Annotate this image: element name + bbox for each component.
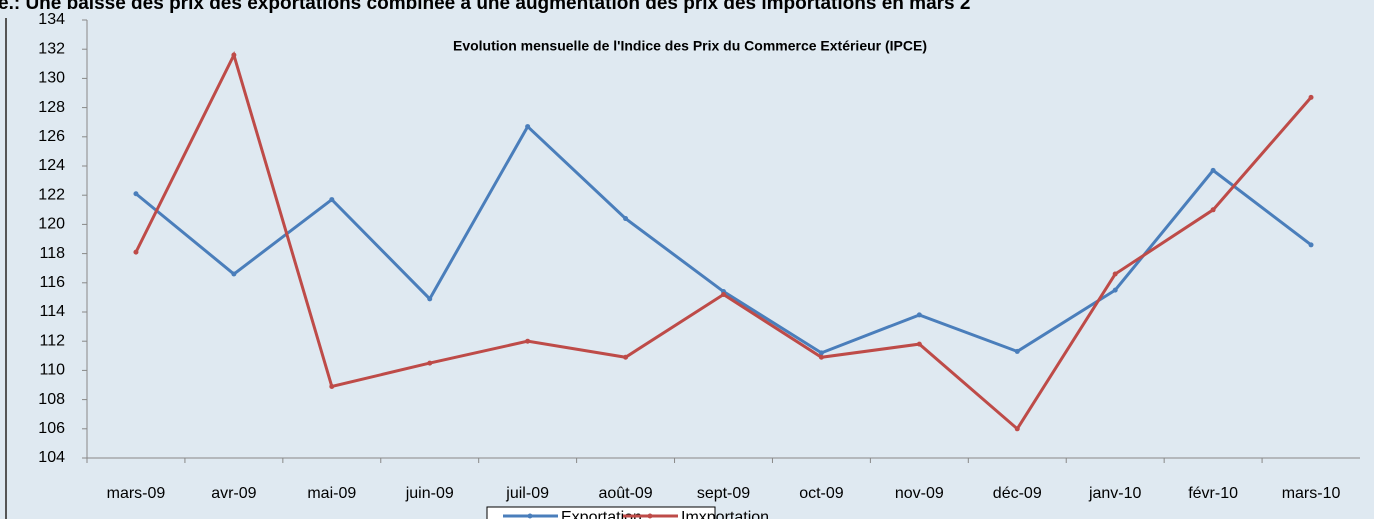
point xyxy=(1308,94,1314,100)
point xyxy=(133,249,139,255)
x-tick-label: juin-09 xyxy=(405,485,454,502)
x-tick-label: déc-09 xyxy=(993,485,1042,502)
y-tick-label: 130 xyxy=(38,70,65,87)
point xyxy=(231,52,237,58)
y-tick-label: 126 xyxy=(38,128,65,145)
point xyxy=(1112,271,1118,277)
point xyxy=(329,197,335,203)
y-tick-label: 116 xyxy=(39,274,65,291)
y-tick-label: 112 xyxy=(39,332,65,349)
y-tick-label: 106 xyxy=(38,420,65,437)
legend-label: Imxportation xyxy=(681,509,769,519)
y-tick-label: 124 xyxy=(38,157,65,174)
x-tick-label: oct-09 xyxy=(799,485,844,502)
point xyxy=(427,360,433,366)
y-tick-label: 108 xyxy=(38,391,65,408)
point xyxy=(1014,426,1020,432)
legend-point xyxy=(647,513,653,519)
point xyxy=(1014,348,1020,354)
chart-title: Evolution mensuelle de l'Indice des Prix… xyxy=(453,38,927,54)
x-tick-label: juil-09 xyxy=(505,485,549,502)
heading: e.: Une baisse des prix des exportations… xyxy=(0,0,970,14)
y-tick-label: 132 xyxy=(38,40,65,57)
x-tick-label: mai-09 xyxy=(307,485,356,502)
x-tick-label: févr-10 xyxy=(1188,485,1238,502)
x-tick-label: nov-09 xyxy=(895,485,944,502)
y-tick-label: 104 xyxy=(38,449,65,466)
x-tick-label: mars-10 xyxy=(1282,485,1341,502)
point xyxy=(525,124,531,130)
point xyxy=(231,271,237,277)
point xyxy=(721,291,726,297)
point xyxy=(623,216,629,222)
point xyxy=(623,354,629,360)
point xyxy=(916,341,922,347)
y-tick-label: 114 xyxy=(39,303,65,320)
x-tick-label: janv-10 xyxy=(1088,485,1142,502)
point xyxy=(1308,242,1314,248)
y-tick-label: 110 xyxy=(39,362,65,379)
legend-point xyxy=(527,513,533,519)
point xyxy=(916,312,922,318)
x-tick-label: mars-09 xyxy=(107,485,166,502)
x-tick-label: août-09 xyxy=(598,485,652,502)
legend-label: Exportation xyxy=(561,509,642,519)
point xyxy=(818,350,824,356)
point xyxy=(329,383,335,389)
y-tick-label: 134 xyxy=(38,11,65,28)
x-tick-label: sept-09 xyxy=(697,485,750,502)
point xyxy=(427,296,433,302)
y-tick-label: 122 xyxy=(38,186,65,203)
y-tick-label: 120 xyxy=(38,216,65,233)
point xyxy=(1210,207,1216,213)
point xyxy=(1210,167,1216,173)
y-tick-label: 128 xyxy=(38,99,65,116)
point xyxy=(818,354,824,360)
x-tick-label: avr-09 xyxy=(211,485,256,502)
point xyxy=(525,338,531,344)
point xyxy=(1112,287,1118,293)
y-tick-label: 118 xyxy=(39,245,65,262)
point xyxy=(133,191,139,197)
